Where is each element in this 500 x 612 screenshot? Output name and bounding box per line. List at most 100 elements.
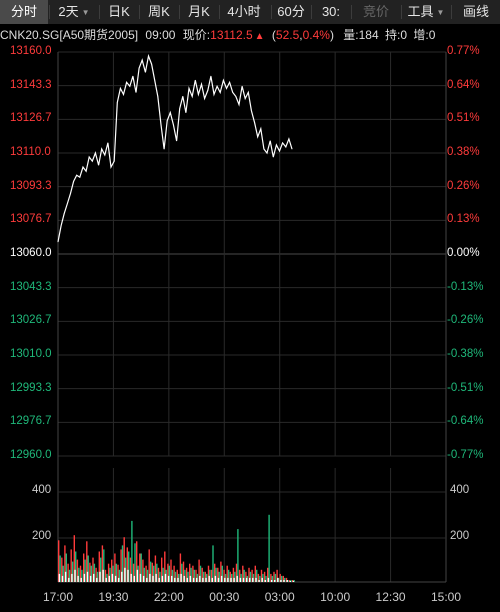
volume-bar-flat xyxy=(114,575,117,582)
price-label: 现价: xyxy=(182,28,211,42)
change-value: 52.5 xyxy=(275,28,300,42)
tab-label: 30: xyxy=(321,4,341,19)
volume-bar-down xyxy=(90,565,92,582)
volume-bar-up xyxy=(104,569,107,582)
price-point xyxy=(182,96,184,97)
volume-bar-up xyxy=(254,565,256,582)
price-point xyxy=(269,140,271,142)
time-label: 09:00 xyxy=(145,28,176,42)
tab-7[interactable]: 30: xyxy=(312,0,350,24)
volume-bar-up xyxy=(276,569,278,582)
price-point xyxy=(79,176,81,178)
volume-bar-down xyxy=(193,569,195,582)
price-tick-label: 12976.7 xyxy=(10,415,52,428)
price-point xyxy=(151,63,153,65)
volume-bar-up xyxy=(70,549,72,582)
price-point xyxy=(160,124,162,126)
tab-0[interactable]: 分时 xyxy=(0,0,48,24)
tab-2[interactable]: 日K xyxy=(100,0,138,24)
price-point xyxy=(57,241,59,243)
volume-bar-up xyxy=(164,551,166,582)
volume-bar-flat xyxy=(152,575,154,582)
time-tick-label: 03:00 xyxy=(264,590,295,604)
time-tick-label: 19:30 xyxy=(98,590,129,604)
volume-bar-flat xyxy=(124,567,126,583)
volume-bar-flat xyxy=(274,580,276,582)
volume-bar-up xyxy=(282,575,284,582)
volume-bar-down xyxy=(118,569,121,582)
price-point xyxy=(185,112,187,113)
change-sep: , xyxy=(299,28,303,42)
volume-bar-flat xyxy=(224,577,226,582)
price-point xyxy=(251,110,252,111)
price-point xyxy=(154,79,156,81)
price-point xyxy=(120,88,121,89)
volume-bar-flat xyxy=(177,577,179,582)
volume-bar-down xyxy=(149,561,152,582)
volume-bar-down xyxy=(100,557,102,582)
volume-bar-up xyxy=(79,565,82,582)
tab-10[interactable]: 画线 xyxy=(452,0,500,24)
volume-bar-down xyxy=(93,563,96,582)
volume-bar-flat xyxy=(242,577,245,582)
price-point xyxy=(247,92,249,93)
volume-bar-flat xyxy=(189,575,192,582)
price-point xyxy=(166,120,168,122)
tab-9[interactable]: 工具 ▼ xyxy=(402,0,450,24)
tab-1[interactable]: 2天 ▼ xyxy=(50,0,98,24)
price-tick-label: 13126.7 xyxy=(10,112,52,125)
percent-tick-label: -0.26% xyxy=(447,314,484,327)
volume-tick-label-right: 400 xyxy=(450,484,470,496)
price-point xyxy=(223,79,224,81)
volume-bar-up xyxy=(220,561,222,582)
tab-4[interactable]: 月K xyxy=(180,0,218,24)
price-tick-label: 13026.7 xyxy=(10,314,52,327)
price-tick-label: 13010.0 xyxy=(10,348,52,360)
price-point xyxy=(188,88,190,89)
volume-bar-flat xyxy=(220,575,223,582)
percent-tick-label: 0.77% xyxy=(447,45,480,57)
price-point xyxy=(266,152,268,154)
price-point xyxy=(176,140,178,142)
price-point xyxy=(145,71,146,73)
volume-bar-down xyxy=(259,575,261,582)
price-point xyxy=(201,83,202,85)
volume-bar-up xyxy=(95,567,97,583)
volume-bar-up xyxy=(129,557,132,582)
volume-bar-flat xyxy=(199,575,201,582)
chevron-down-icon: ▼ xyxy=(81,7,90,17)
price-point xyxy=(291,148,293,150)
price-tick-label: 13110.0 xyxy=(10,146,51,158)
price-tick-label: 13043.3 xyxy=(10,280,52,293)
price-point xyxy=(282,142,283,144)
price-point xyxy=(241,85,243,87)
price-point xyxy=(207,90,209,91)
percent-tick-label: 0.00% xyxy=(447,247,480,259)
volume-bar-down xyxy=(234,571,236,582)
volume-bar-down xyxy=(140,553,142,582)
volume-bar-flat xyxy=(142,575,145,582)
volume-bar-flat xyxy=(255,577,257,582)
tab-5[interactable]: 4小时 xyxy=(220,0,268,24)
volume-bar-up xyxy=(67,563,69,582)
volume-bar-flat xyxy=(230,577,232,582)
price-point xyxy=(288,138,290,140)
volume-bar-down xyxy=(81,569,83,582)
volume-bar-up xyxy=(232,567,235,583)
volume-bar-up xyxy=(251,569,253,582)
tab-3[interactable]: 周K xyxy=(140,0,178,24)
tab-6[interactable]: 60分 xyxy=(272,0,310,24)
volume-bar-flat xyxy=(289,581,291,582)
price-line xyxy=(57,53,293,243)
volume-bar-flat xyxy=(121,571,123,582)
volume-bar-flat xyxy=(158,577,160,582)
price-point xyxy=(82,166,84,168)
volume-bar-down xyxy=(190,567,192,583)
volume-bar-down xyxy=(212,545,214,582)
price-point xyxy=(235,96,237,97)
price-point xyxy=(157,96,159,97)
tab-8[interactable]: 竞价 xyxy=(352,0,400,24)
volume-bar-up xyxy=(182,561,185,582)
volume-bar-flat xyxy=(196,577,198,582)
